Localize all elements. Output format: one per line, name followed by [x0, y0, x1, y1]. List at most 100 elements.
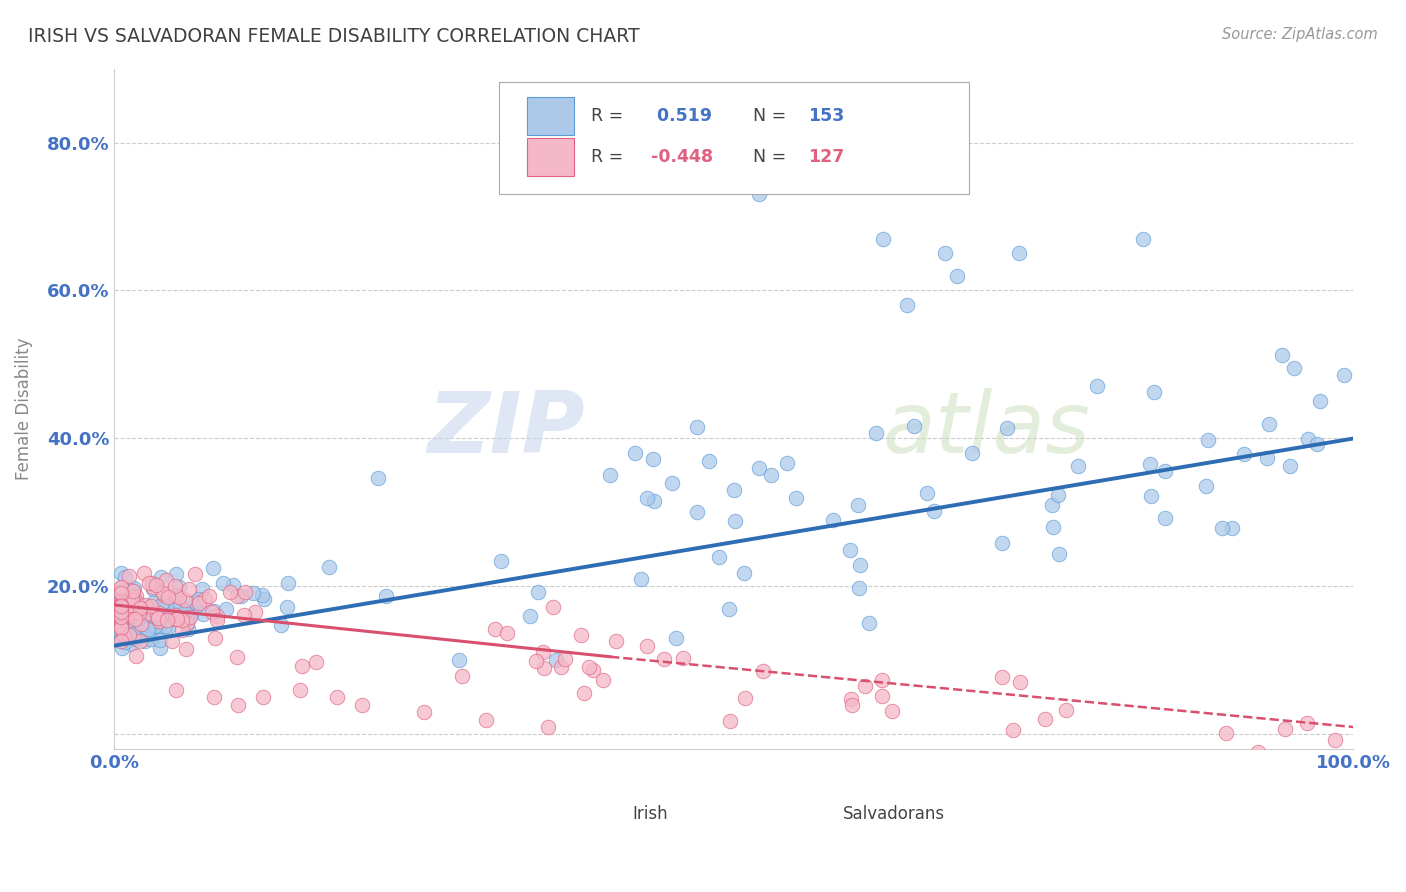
Point: [623, 446, 645, 460]
Point: [1309, 394, 1331, 409]
Point: [1295, 715, 1317, 730]
Point: [630, 572, 652, 586]
Point: [141, 612, 163, 626]
Point: [880, 704, 903, 718]
Point: [150, 599, 173, 613]
Point: [544, 653, 567, 667]
Point: [124, 593, 146, 607]
Point: [352, 698, 374, 712]
Point: [823, 513, 845, 527]
Point: [204, 631, 226, 645]
Point: [148, 606, 170, 620]
Point: [242, 586, 264, 600]
Point: [219, 584, 242, 599]
Point: [112, 629, 135, 643]
Point: [146, 611, 169, 625]
Point: [582, 663, 605, 677]
Point: [136, 622, 159, 636]
Point: [165, 566, 187, 581]
Point: [191, 582, 214, 596]
Text: atlas: atlas: [883, 388, 1091, 471]
Point: [120, 606, 142, 620]
Text: N =: N =: [752, 107, 792, 125]
Point: [121, 627, 143, 641]
Point: [153, 619, 176, 633]
Point: [176, 612, 198, 626]
Point: [1284, 360, 1306, 375]
Text: R =: R =: [592, 107, 630, 125]
Point: [870, 690, 893, 704]
Point: [141, 599, 163, 614]
Point: [1220, 520, 1243, 534]
Point: [326, 690, 349, 705]
FancyBboxPatch shape: [796, 800, 834, 828]
FancyBboxPatch shape: [585, 800, 623, 828]
Point: [118, 568, 141, 582]
Point: [636, 640, 658, 654]
Text: IRISH VS SALVADORAN FEMALE DISABILITY CORRELATION CHART: IRISH VS SALVADORAN FEMALE DISABILITY CO…: [28, 27, 640, 45]
FancyBboxPatch shape: [527, 97, 574, 135]
Point: [550, 659, 572, 673]
Point: [643, 494, 665, 508]
Point: [148, 615, 170, 629]
Point: [110, 621, 132, 635]
Text: 153: 153: [808, 107, 845, 125]
Point: [1067, 458, 1090, 473]
Point: [128, 607, 150, 621]
Point: [174, 593, 197, 607]
Point: [290, 683, 312, 698]
Point: [163, 608, 186, 623]
Point: [136, 628, 159, 642]
Point: [110, 607, 132, 621]
Point: [125, 648, 148, 663]
Point: [124, 612, 146, 626]
Point: [110, 610, 132, 624]
Point: [413, 705, 436, 719]
Point: [131, 601, 153, 615]
FancyBboxPatch shape: [527, 138, 574, 176]
Point: [526, 585, 548, 599]
Point: [1246, 746, 1268, 760]
Point: [839, 543, 862, 558]
Point: [110, 629, 132, 643]
Point: [112, 607, 135, 622]
Point: [142, 595, 165, 609]
Point: [110, 591, 132, 605]
Point: [110, 612, 132, 626]
Point: [1215, 726, 1237, 740]
Point: [194, 591, 217, 606]
Point: [672, 651, 695, 665]
Point: [176, 616, 198, 631]
Point: [922, 503, 945, 517]
Point: [111, 607, 134, 621]
Point: [139, 607, 162, 622]
Point: [849, 558, 872, 573]
Point: [270, 618, 292, 632]
Text: Salvadorans: Salvadorans: [844, 805, 945, 823]
Point: [1271, 348, 1294, 362]
Point: [110, 605, 132, 619]
Point: [110, 619, 132, 633]
Point: [139, 632, 162, 647]
Point: [174, 641, 197, 656]
Text: ZIP: ZIP: [427, 388, 585, 471]
Point: [124, 631, 146, 645]
Point: [723, 514, 745, 528]
Point: [118, 628, 141, 642]
Point: [110, 586, 132, 600]
Point: [169, 590, 191, 604]
Point: [110, 601, 132, 615]
Point: [748, 461, 770, 475]
Point: [524, 654, 547, 668]
Point: [592, 673, 614, 687]
Y-axis label: Female Disability: Female Disability: [15, 338, 32, 480]
Point: [156, 590, 179, 604]
Point: [201, 605, 224, 619]
Point: [1001, 723, 1024, 738]
Point: [110, 602, 132, 616]
Point: [145, 578, 167, 592]
Point: [110, 580, 132, 594]
Point: [110, 624, 132, 639]
Point: [1306, 436, 1329, 450]
Point: [110, 600, 132, 615]
